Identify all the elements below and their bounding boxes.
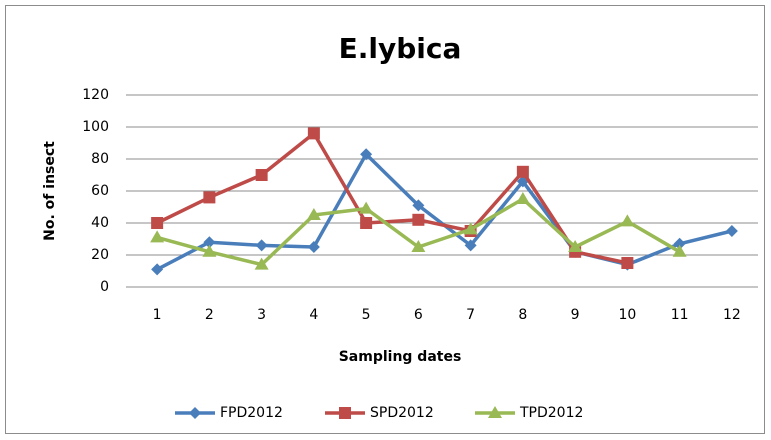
- x-tick-label: 7: [466, 307, 475, 323]
- marker: [254, 257, 269, 270]
- legend-label: FPD2012: [220, 405, 283, 421]
- x-tick-label: 4: [309, 307, 318, 323]
- marker: [620, 214, 635, 227]
- marker: [203, 236, 216, 249]
- marker: [412, 199, 425, 212]
- x-tick-label: 2: [205, 307, 214, 323]
- legend-label: SPD2012: [370, 405, 434, 421]
- marker: [203, 191, 216, 204]
- marker: [516, 165, 529, 178]
- x-tick-label: 12: [723, 307, 741, 323]
- marker: [151, 217, 164, 229]
- marker: [255, 239, 268, 252]
- marker: [360, 148, 373, 161]
- x-tick-label: 6: [414, 307, 423, 323]
- y-tick-label: 0: [100, 279, 109, 295]
- y-tick-label: 80: [91, 151, 109, 167]
- marker: [151, 263, 164, 276]
- y-tick-label: 40: [91, 215, 109, 231]
- marker: [307, 127, 320, 140]
- marker: [725, 225, 738, 237]
- marker: [673, 237, 686, 250]
- y-axis-label: No. of insect: [42, 141, 58, 241]
- chart-border: [5, 5, 765, 434]
- marker: [307, 241, 320, 253]
- marker: [464, 239, 477, 252]
- x-tick-label: 11: [671, 307, 689, 323]
- marker: [360, 217, 373, 229]
- x-tick-label: 5: [362, 307, 371, 323]
- legend-marker: [189, 407, 201, 419]
- marker: [150, 230, 165, 243]
- x-axis-label: Sampling dates: [339, 349, 462, 365]
- legend-marker: [488, 406, 502, 418]
- legend-label: TPD2012: [519, 405, 583, 421]
- marker: [255, 169, 268, 181]
- marker: [621, 257, 634, 269]
- marker: [515, 192, 530, 204]
- x-tick-label: 8: [518, 307, 527, 323]
- y-tick-label: 20: [91, 247, 109, 263]
- x-tick-label: 3: [257, 307, 266, 323]
- y-tick-label: 60: [91, 183, 109, 199]
- x-tick-label: 9: [571, 307, 580, 323]
- x-tick-label: 10: [618, 307, 636, 323]
- marker: [412, 213, 425, 226]
- marker: [672, 244, 687, 257]
- chart-title: E.lybica: [339, 32, 462, 65]
- marker: [306, 208, 321, 220]
- series-line: [156, 131, 628, 265]
- legend-marker: [339, 407, 351, 419]
- marker: [463, 222, 478, 235]
- y-tick-label: 120: [82, 87, 109, 103]
- marker: [359, 201, 374, 214]
- y-tick-label: 100: [82, 119, 109, 135]
- marker: [568, 240, 583, 252]
- marker: [411, 240, 426, 252]
- marker: [202, 244, 217, 257]
- x-tick-label: 1: [153, 307, 162, 323]
